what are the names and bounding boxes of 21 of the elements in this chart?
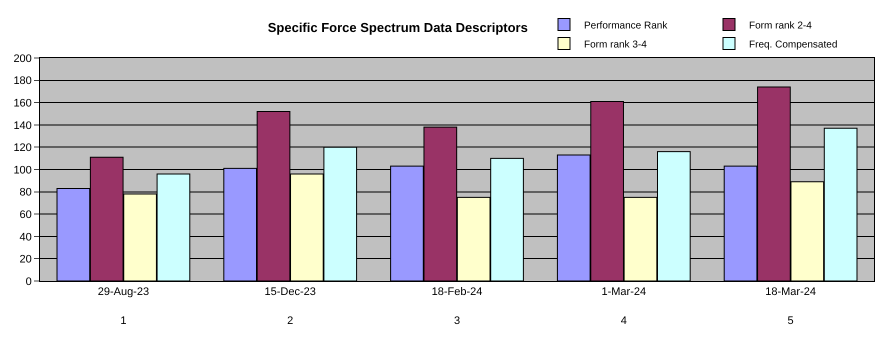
category-label: 18-Feb-24 3 xyxy=(432,286,482,327)
y-tick-label: 20 xyxy=(20,254,32,266)
y-tick-label: 200 xyxy=(13,52,32,65)
category-label: 18-Mar-24 5 xyxy=(765,286,816,327)
y-tick-label: 120 xyxy=(13,142,32,154)
legend-label: Performance Rank xyxy=(584,20,668,32)
category-label: 15-Dec-23 2 xyxy=(264,286,316,327)
category-label: 29-Aug-23 1 xyxy=(98,286,150,327)
y-tick-label: 180 xyxy=(13,75,32,88)
y-tick-label: 160 xyxy=(13,97,32,110)
y-tick-label: 100 xyxy=(13,164,32,176)
legend-label: Form rank 3-4 xyxy=(584,39,648,50)
legend-label: Freq. Compensated xyxy=(749,39,838,50)
y-tick-label: 0 xyxy=(26,276,32,288)
chart-title: Specific Force Spectrum Data Descriptors xyxy=(268,20,528,35)
y-tick-label: 40 xyxy=(20,231,32,244)
legend-label: Form rank 2-4 xyxy=(749,20,812,32)
y-tick-label: 80 xyxy=(20,186,32,199)
y-tick-label: 60 xyxy=(20,208,32,221)
category-label: 1-Mar-24 4 xyxy=(601,286,646,327)
y-tick-label: 140 xyxy=(13,120,32,132)
